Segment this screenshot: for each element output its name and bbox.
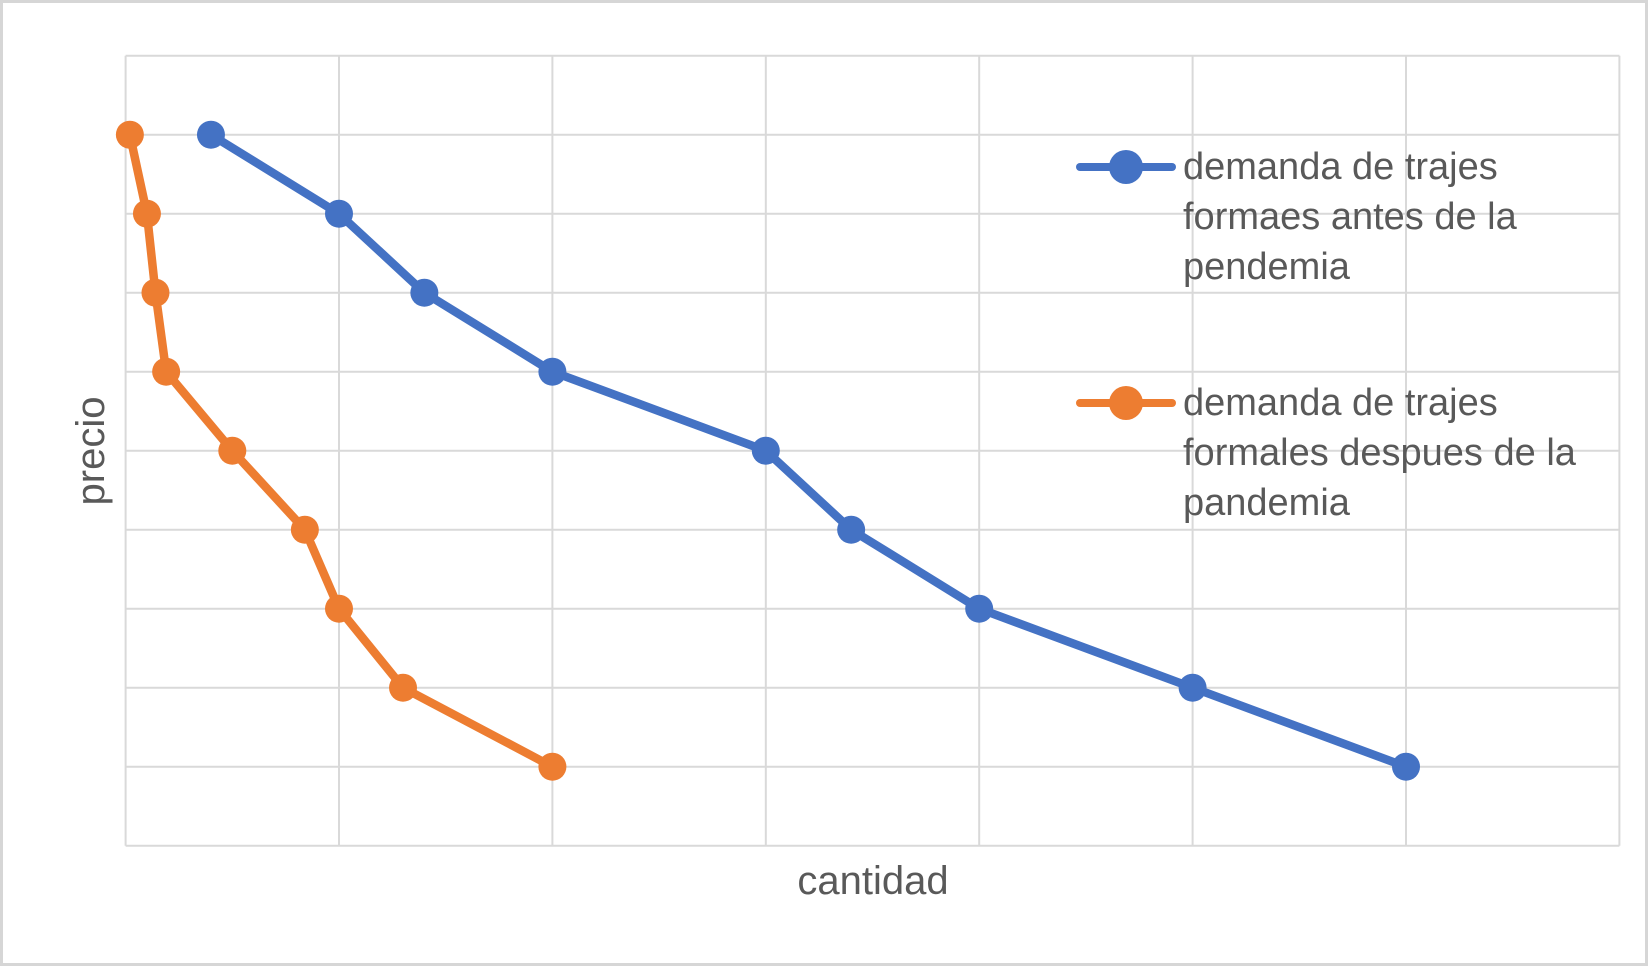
- legend-line-dot-icon: [1076, 386, 1176, 420]
- plot-area: [115, 54, 1621, 847]
- legend-marker-dot: [1109, 386, 1143, 420]
- legend-line-dot-icon: [1076, 150, 1176, 184]
- legend-label: demanda de trajes formaes antes de la pe…: [1183, 146, 1517, 288]
- y-axis-title: precio: [69, 396, 113, 506]
- legend-entry-after-pandemic: demanda de trajes formales despues de la…: [1076, 378, 1603, 528]
- legend-label: demanda de trajes formales despues de la…: [1183, 382, 1576, 524]
- legend-entry-before-pandemic: demanda de trajes formaes antes de la pe…: [1076, 142, 1603, 292]
- legend-marker-dot: [1109, 150, 1143, 184]
- x-axis-title: cantidad: [797, 859, 949, 903]
